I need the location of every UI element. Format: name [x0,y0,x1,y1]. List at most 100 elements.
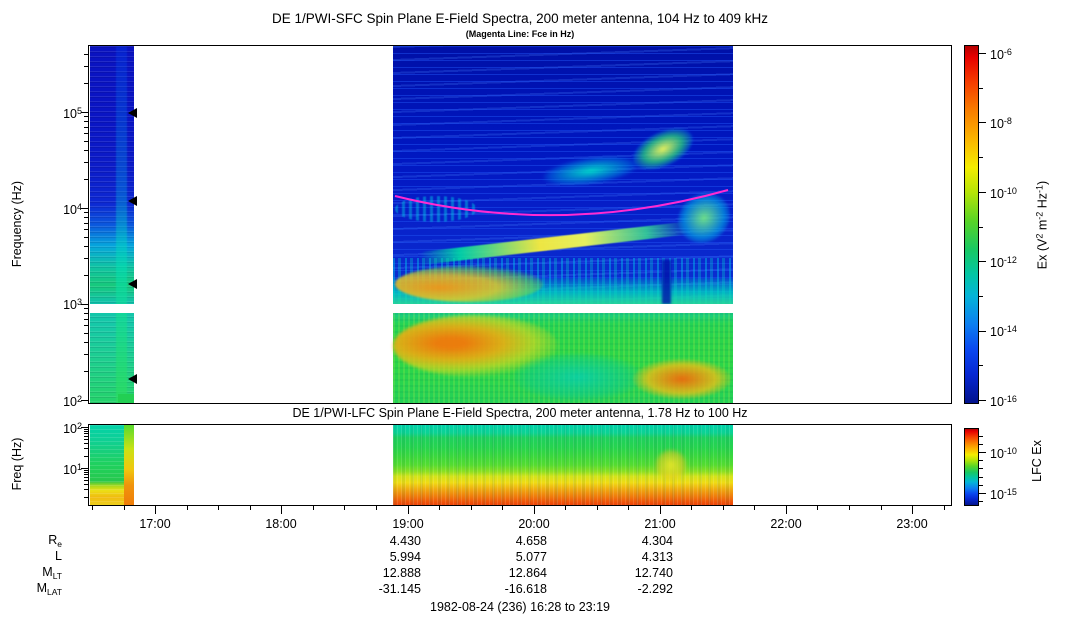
tick [628,506,630,510]
tick [344,506,346,510]
tick [565,506,567,510]
lfc-colorbar [964,428,979,506]
tick [92,506,94,510]
tick [691,506,693,510]
tick [533,506,535,514]
tick [979,157,983,159]
sfc-ytick-1e3: 103 [63,297,82,312]
sfc-cbtick-1e-10: 10-10 [990,186,1017,201]
tick [81,304,88,305]
xtick-2000: 20:00 [518,517,550,531]
eph-label-l: L [55,549,62,563]
band-boundary-gap [89,304,951,313]
tick [979,53,986,54]
lfc-cbtick-1e-10: 10-10 [990,446,1017,461]
tick [979,122,986,124]
eph-mlt-2000: 12.864 [508,566,547,580]
eph-re-2000: 4.658 [515,534,547,548]
eph-label-mlat: MLAT [36,581,62,597]
tick [407,506,409,514]
tick [502,506,504,510]
wedge-marker [128,196,137,206]
date-range: 1982-08-24 (236) 16:28 to 23:19 [430,600,610,614]
tick [979,87,983,89]
tick [848,506,850,510]
sfc-y-axis-label: Frequency (Hz) [10,180,24,268]
fce-line [394,189,729,217]
xtick-1700: 17:00 [139,517,171,531]
xtick-1800: 18:00 [265,517,297,531]
sfc-cbtick-1e-6: 10-6 [990,47,1012,62]
lfc-strip-warm-column [124,425,134,505]
lfc-data-segment-early [90,425,134,505]
eph-label-mlt: MLT [42,565,62,581]
sfc-data-segment-main-upper [393,46,740,304]
tick [81,427,88,428]
tick [979,400,986,401]
cyan-patch-low-mid [513,353,643,401]
tick [312,506,314,510]
tick [439,506,441,510]
sfc-data-segment-early [90,46,134,403]
tick [123,506,125,510]
page-subtitle: (Magenta Line: Fce in Hz) [465,29,575,39]
tick [186,506,188,510]
lfc-panel [88,424,952,506]
sfc-strip-foot [118,394,134,403]
orange-patch-low-right [633,359,731,399]
tick [81,112,88,113]
dark-dropout-column [662,260,671,304]
sfc-cbtick-1e-14: 10-14 [990,324,1017,339]
tick [754,506,756,510]
eph-re-1900: 4.430 [389,534,421,548]
tick [81,468,88,469]
lfc-panel-title: DE 1/PWI-LFC Spin Plane E-Field Spectra,… [292,406,748,420]
tick [979,365,983,367]
lfc-cbtick-1e-15: 10-15 [990,487,1017,502]
orange-patch-left [395,266,543,302]
tick [979,484,983,486]
sfc-data-segment-main-lower [393,313,733,403]
tick [81,208,88,209]
tick [979,476,983,478]
tick [979,443,983,445]
eph-re-2100: 4.304 [641,534,673,548]
tick [281,506,283,514]
eph-mlat-1900: -31.145 [378,582,421,596]
tick [979,435,983,437]
eph-label-re: Re [48,533,62,549]
eph-mlat-2000: -16.618 [504,582,547,596]
sfc-cbtick-1e-12: 10-12 [990,255,1017,270]
tick [979,460,983,462]
tick [979,191,986,193]
sfc-cbtick-1e-8: 10-8 [990,116,1012,131]
tick [979,330,986,332]
xtick-2200: 22:00 [770,517,802,531]
tick [943,506,945,510]
tick [912,506,914,514]
wedge-marker [128,108,137,118]
xtick-1900: 19:00 [392,517,424,531]
sfc-colorbar [964,45,979,404]
tick [249,506,251,510]
lfc-y-axis-label: Freq (Hz) [10,437,24,491]
sfc-colorbar-label: Ex (V2 m-2 Hz-1) [1034,180,1050,270]
tick [785,506,787,514]
sfc-ytick-1e5: 105 [63,106,82,121]
tick [596,506,598,510]
lfc-ytick-1e1: 101 [63,462,82,477]
tick [470,506,472,510]
sfc-panel [88,45,952,404]
tick [155,506,157,514]
tick [979,226,983,228]
sfc-strip-highlight [116,46,127,403]
lfc-ytick-1e2: 102 [63,421,82,436]
tick [979,261,986,263]
lfc-colorbar-label: LFC Ex [1030,440,1044,482]
tick [979,493,986,494]
tick [81,400,88,401]
wedge-marker [128,374,137,384]
xtick-2100: 21:00 [644,517,676,531]
tick [979,295,983,297]
yellow-enhancement [655,449,687,481]
